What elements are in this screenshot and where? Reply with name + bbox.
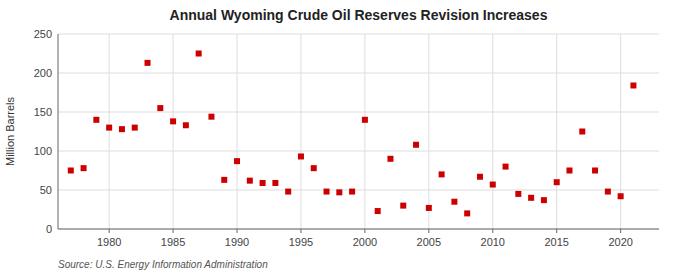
y-tick-label: 250 <box>34 28 52 40</box>
point <box>157 105 163 111</box>
point <box>387 156 393 162</box>
y-grid-line <box>58 73 659 74</box>
y-grid-line <box>58 34 659 35</box>
point <box>183 122 189 128</box>
point <box>247 178 253 184</box>
point <box>464 210 470 216</box>
y-grid-line <box>58 190 659 191</box>
x-grid-line <box>428 34 429 229</box>
point <box>93 117 99 123</box>
x-grid-line <box>173 34 174 229</box>
point <box>208 114 214 120</box>
y-tick-label: 100 <box>34 145 52 157</box>
x-tick-mark <box>300 229 301 233</box>
x-tick-mark <box>364 229 365 233</box>
point <box>170 118 176 124</box>
x-tick-label: 2020 <box>608 236 632 248</box>
y-tick-label: 200 <box>34 67 52 79</box>
x-tick-mark <box>492 229 493 233</box>
y-axis-line <box>58 34 59 229</box>
point <box>566 168 572 174</box>
point <box>451 199 457 205</box>
x-tick-label: 2005 <box>417 236 441 248</box>
point <box>234 158 240 164</box>
point <box>336 189 342 195</box>
y-grid-line <box>58 229 659 230</box>
point <box>285 189 291 195</box>
x-axis-line <box>58 229 659 230</box>
axes: 0 50 100 150 200 250 1980 1985 1990 1995 2000 2005 2… <box>34 28 659 248</box>
x-tick-label: 2000 <box>353 236 377 248</box>
title: Annual Wyoming Crude Oil Reserves Revisi… <box>170 7 548 23</box>
x-grid-line <box>492 34 493 229</box>
point <box>132 125 138 131</box>
y-tick-label: 0 <box>46 223 52 235</box>
x-tick-label: 1995 <box>289 236 313 248</box>
point <box>145 60 151 66</box>
x-grid-line <box>300 34 301 229</box>
point <box>528 195 534 201</box>
x-grid-line <box>237 34 238 229</box>
point <box>362 117 368 123</box>
y-axis-label: Million Barrels <box>4 96 16 166</box>
point <box>68 168 74 174</box>
y-tick-label: 150 <box>34 106 52 118</box>
point <box>196 51 202 57</box>
point <box>618 193 624 199</box>
x-tick-label: 2010 <box>481 236 505 248</box>
x-tick-label: 2015 <box>544 236 568 248</box>
point <box>298 153 304 159</box>
point <box>324 189 330 195</box>
x-tick-mark <box>237 229 238 233</box>
x-tick-mark <box>556 229 557 233</box>
y-grid-line <box>58 151 659 152</box>
x-tick-label: 1990 <box>225 236 249 248</box>
point <box>413 142 419 148</box>
point <box>554 179 560 185</box>
point <box>260 180 266 186</box>
x-tick-mark <box>428 229 429 233</box>
point <box>490 182 496 188</box>
point <box>375 208 381 214</box>
grid <box>58 34 659 229</box>
point <box>605 189 611 195</box>
point <box>592 168 598 174</box>
chart-container: 0 50 100 150 200 250 1980 1985 1990 1995 2000 2005 2… <box>0 0 675 275</box>
point <box>477 174 483 180</box>
point <box>119 126 125 132</box>
x-grid-line <box>620 34 621 229</box>
y-grid-line <box>58 112 659 113</box>
point <box>515 191 521 197</box>
chart-svg: 0 50 100 150 200 250 1980 1985 1990 1995 2000 2005 2… <box>0 0 675 275</box>
x-tick-mark <box>109 229 110 233</box>
point <box>426 205 432 211</box>
point <box>630 82 636 88</box>
x-grid-line <box>556 34 557 229</box>
point <box>541 197 547 203</box>
point <box>579 129 585 135</box>
x-tick-mark <box>620 229 621 233</box>
point <box>272 180 278 186</box>
y-tick-label: 50 <box>40 184 52 196</box>
point <box>503 164 509 170</box>
point <box>400 203 406 209</box>
x-tick-label: 1980 <box>97 236 121 248</box>
point <box>349 189 355 195</box>
x-grid-line <box>109 34 110 229</box>
point <box>311 165 317 171</box>
point <box>106 125 112 131</box>
point <box>439 171 445 177</box>
x-tick-mark <box>173 229 174 233</box>
point <box>81 165 87 171</box>
x-tick-label: 1985 <box>161 236 185 248</box>
points <box>68 51 637 217</box>
source-note: Source: U.S. Energy Information Administ… <box>58 259 268 270</box>
point <box>221 177 227 183</box>
x-grid-line <box>364 34 365 229</box>
